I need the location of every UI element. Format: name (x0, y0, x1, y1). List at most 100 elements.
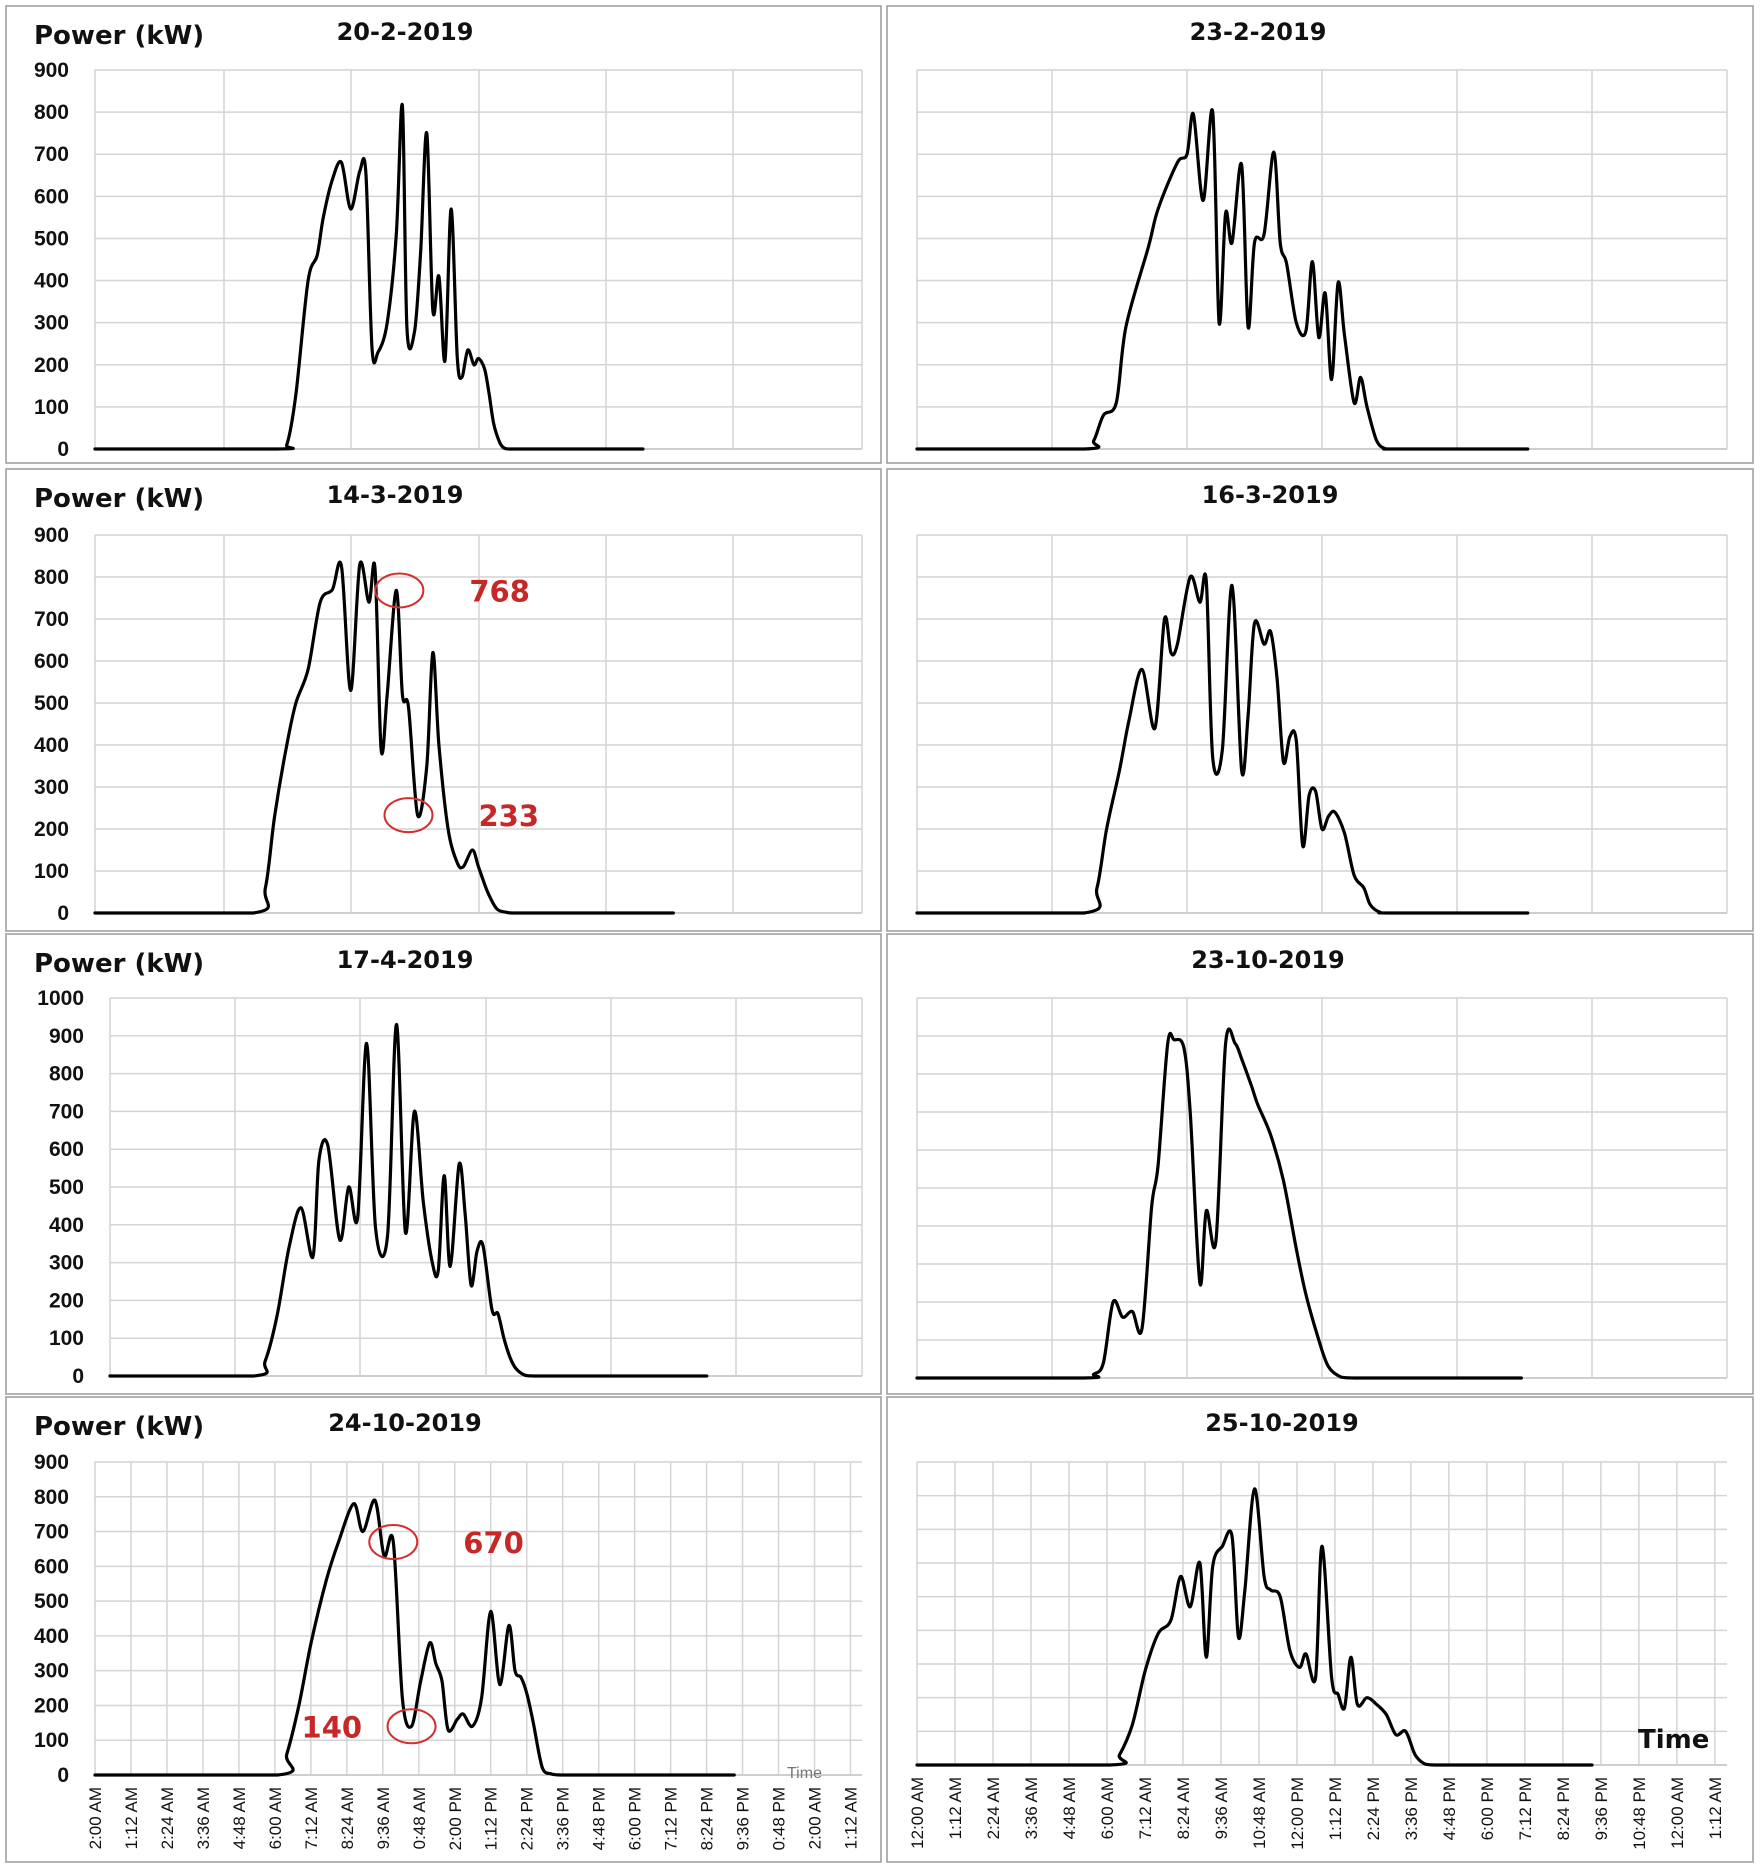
y-tick-label: 500 (34, 1590, 69, 1613)
x-tick-label: 8:24 PM (698, 1787, 717, 1850)
x-tick-label: 0:48 PM (770, 1787, 789, 1850)
panel-frame (886, 933, 1754, 1395)
y-tick-label: 400 (34, 1625, 69, 1648)
y-tick-label: 900 (34, 524, 69, 547)
y-tick-label: 200 (34, 1694, 69, 1717)
chart-panel-4: 16-3-2019 (886, 468, 1754, 932)
panel-frame (5, 1396, 882, 1863)
x-tick-label: 10:48 AM (1250, 1777, 1269, 1849)
x-axis-label: Time (1638, 1725, 1709, 1755)
x-tick-label: 1:12 AM (122, 1787, 141, 1849)
annotation-circle (374, 572, 425, 609)
y-tick-label: 600 (34, 1555, 69, 1578)
x-tick-label: 2:00 AM (86, 1787, 105, 1849)
x-tick-label: 10:48 PM (1630, 1777, 1649, 1850)
x-tick-label: 2:24 AM (984, 1777, 1003, 1839)
y-tick-label: 0 (57, 438, 69, 461)
x-tick-label: 9:36 AM (374, 1787, 393, 1849)
y-tick-label: 400 (49, 1214, 84, 1237)
x-tick-label: 12:00 PM (1288, 1777, 1307, 1850)
x-tick-label: 8:24 AM (1174, 1777, 1193, 1839)
y-tick-label: 0 (72, 1365, 84, 1388)
annotation-circle (386, 1708, 437, 1745)
y-tick-label: 100 (34, 396, 69, 419)
x-tick-label: 7:12 AM (302, 1787, 321, 1849)
y-tick-label: 900 (34, 1451, 69, 1474)
x-tick-label: 1:12 PM (482, 1787, 501, 1850)
panel-frame (886, 468, 1754, 932)
chart-title: 24-10-2019 (328, 1409, 482, 1437)
chart-title: 14-3-2019 (327, 481, 464, 509)
x-tick-label: 9:36 AM (1212, 1777, 1231, 1839)
chart-title: 17-4-2019 (337, 946, 474, 974)
y-tick-label: 600 (49, 1138, 84, 1161)
chart-panel-3: 0 100 200 300 400 500 600 700 800 900 Power (kW) 14… (5, 468, 882, 932)
annotation-circle (368, 1523, 419, 1560)
y-tick-label: 600 (34, 650, 69, 673)
x-tick-label: 1:12 PM (1326, 1777, 1345, 1840)
power-series-line (915, 1027, 1523, 1380)
x-tick-label: 2:24 PM (1364, 1777, 1383, 1840)
y-tick-label: 200 (34, 818, 69, 841)
x-tick-label: 1:12 AM (946, 1777, 965, 1839)
y-tick-label: 800 (34, 566, 69, 589)
y-tick-label: 600 (34, 185, 69, 208)
chart-panel-6: 23-10-2019 (886, 933, 1754, 1395)
y-tick-label: 700 (34, 608, 69, 631)
y-tick-label: 200 (49, 1289, 84, 1312)
x-axis-label: Time (787, 1765, 822, 1782)
x-tick-label: 8:24 AM (338, 1787, 357, 1849)
chart-title: 20-2-2019 (337, 18, 474, 46)
panel-frame (886, 1396, 1754, 1863)
x-tick-label: 2:00 AM (806, 1787, 825, 1849)
panel-frame (5, 5, 882, 464)
x-tick-label: 0:48 AM (410, 1787, 429, 1849)
x-tick-label: 7:12 AM (1136, 1777, 1155, 1839)
y-tick-label: 300 (34, 1660, 69, 1683)
x-tick-label: 3:36 AM (194, 1787, 213, 1849)
chart-title: 25-10-2019 (1205, 1409, 1359, 1437)
y-tick-label: 200 (34, 354, 69, 377)
x-tick-label: 6:00 PM (1478, 1777, 1497, 1840)
y-tick-label: 300 (34, 312, 69, 335)
panel-frame (886, 5, 1754, 464)
panel-frame (5, 933, 882, 1395)
power-series-line (108, 1022, 709, 1378)
chart-title: 23-10-2019 (1191, 946, 1345, 974)
annotation-label: 670 (463, 1526, 524, 1560)
x-tick-label: 2:00 PM (446, 1787, 465, 1850)
x-tick-label: 4:48 PM (590, 1787, 609, 1850)
power-series-line (93, 1498, 736, 1777)
y-tick-label: 100 (34, 860, 69, 883)
y-tick-label: 500 (34, 692, 69, 715)
power-series-line (915, 572, 1530, 915)
annotation-label: 233 (478, 799, 539, 833)
y-tick-label: 800 (34, 101, 69, 124)
chart-panel-8: 12:00 AM 1:12 AM 2:24 AM 3:36 AM 4:48 AM 6:00… (886, 1396, 1754, 1863)
annotation-label: 768 (469, 574, 530, 608)
y-tick-label: 800 (49, 1063, 84, 1086)
chart-title: 23-2-2019 (1190, 18, 1327, 46)
y-axis-label: Power (kW) (34, 1412, 204, 1442)
x-tick-label: 12:00 AM (1668, 1777, 1687, 1849)
y-tick-label: 300 (49, 1252, 84, 1275)
x-tick-label: 1:12 AM (841, 1787, 860, 1849)
x-tick-label: 12:00 AM (908, 1777, 927, 1849)
annotation-circle (383, 797, 434, 834)
y-tick-label: 300 (34, 776, 69, 799)
chart-panel-7: 0 100 200 300 400 500 600 700 800 900 2:00 AM 1:12 … (5, 1396, 882, 1863)
x-tick-label: 8:24 PM (1554, 1777, 1573, 1840)
chart-panel-5: 0 100 200 300 400 500 600 700 800 900 1000 Power (k… (5, 933, 882, 1395)
x-tick-label: 2:24 PM (518, 1787, 537, 1850)
y-tick-label: 100 (34, 1729, 69, 1752)
power-series-line (93, 560, 675, 915)
y-axis-label: Power (kW) (34, 484, 204, 514)
y-tick-label: 0 (57, 902, 69, 925)
y-tick-label: 500 (49, 1176, 84, 1199)
y-tick-label: 1000 (37, 987, 84, 1010)
x-tick-label: 4:48 AM (1060, 1777, 1079, 1839)
chart-panel-1: 0 100 200 300 400 500 600 700 800 900 Power (kW) 20… (5, 5, 882, 464)
y-tick-label: 700 (34, 143, 69, 166)
y-tick-label: 0 (57, 1764, 69, 1787)
